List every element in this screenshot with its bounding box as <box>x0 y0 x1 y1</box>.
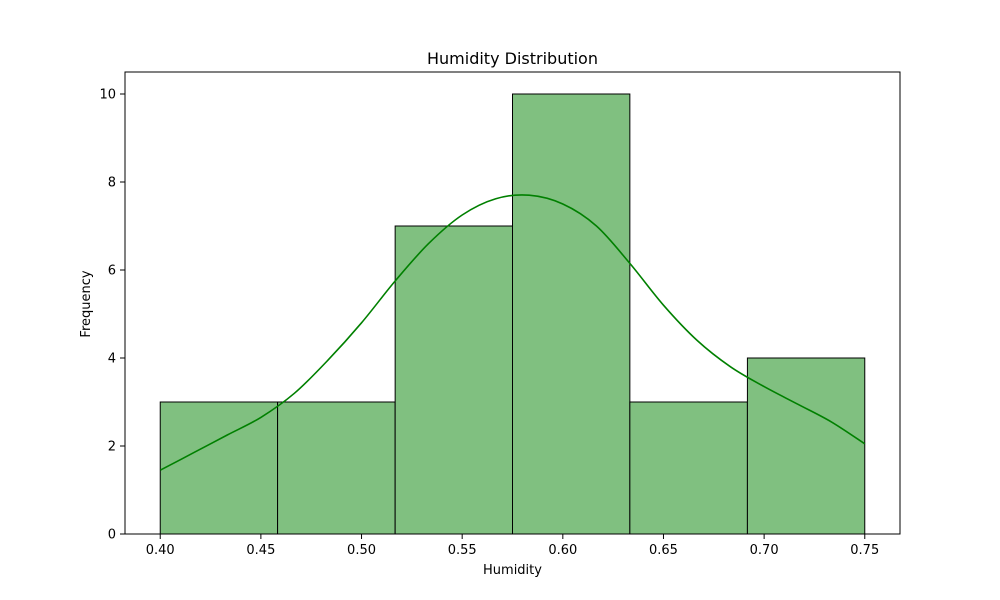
x-tick-label: 0.45 <box>246 543 275 558</box>
histogram-bar-1 <box>159 401 279 535</box>
histogram-bar-2 <box>277 401 396 535</box>
y-axis-ticks: 0 2 4 6 8 10 <box>99 88 125 543</box>
x-tick-label: 0.50 <box>347 543 376 558</box>
y-tick-label: 0 <box>108 528 116 543</box>
histogram-bar-4 <box>512 93 631 535</box>
y-tick-label: 2 <box>108 440 116 455</box>
histogram-bar-5 <box>629 401 748 535</box>
plot-area <box>124 71 901 535</box>
y-tick-label: 6 <box>108 264 116 279</box>
x-tick-label: 0.65 <box>649 543 678 558</box>
plot-frame <box>124 71 901 535</box>
y-tick-label: 10 <box>99 88 116 103</box>
x-tick-label: 0.70 <box>750 543 779 558</box>
x-tick-label: 0.60 <box>548 543 577 558</box>
histogram-bar-6 <box>746 357 866 535</box>
kde-curve <box>159 194 866 471</box>
chart-title: Humidity Distribution <box>427 49 598 68</box>
y-tick-label: 8 <box>108 176 116 191</box>
x-tick-label: 0.55 <box>448 543 477 558</box>
x-tick-label: 0.40 <box>146 543 175 558</box>
x-tick-label: 0.75 <box>850 543 879 558</box>
x-axis-ticks: 0.40 0.45 0.50 0.55 0.60 0.65 0.70 0.75 <box>146 534 879 558</box>
y-axis-label: Frequency <box>79 270 94 337</box>
y-tick-label: 4 <box>108 352 116 367</box>
histogram-bar-3 <box>394 225 513 535</box>
x-axis-label: Humidity <box>483 563 542 578</box>
